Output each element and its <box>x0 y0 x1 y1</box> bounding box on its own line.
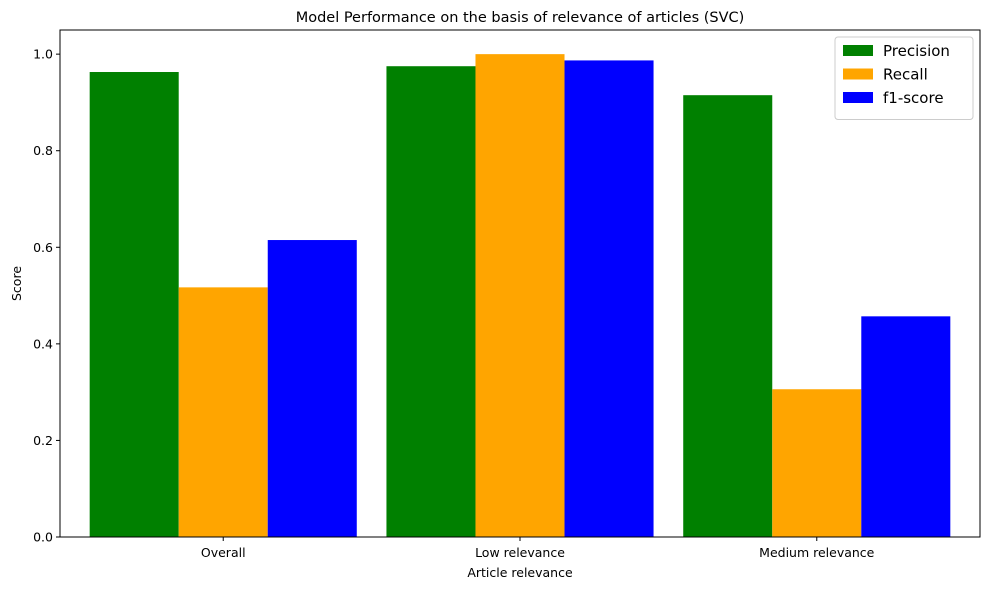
bar-f1-score-2 <box>861 316 951 537</box>
bar-recall-0 <box>178 287 268 537</box>
bar-recall-1 <box>475 54 565 538</box>
y-tick-label: 0.8 <box>33 143 53 158</box>
bar-f1-score-0 <box>267 240 357 538</box>
bar-recall-2 <box>772 389 862 537</box>
x-tick-label: Overall <box>201 545 246 560</box>
x-axis: Overall Low relevance Medium relevance <box>201 537 875 560</box>
x-axis-label: Article relevance <box>467 565 573 580</box>
legend-label: f1-score <box>883 89 944 107</box>
legend-swatch <box>843 92 873 103</box>
y-tick-label: 0.0 <box>33 530 53 545</box>
x-tick-label: Low relevance <box>475 545 565 560</box>
y-axis-label: Score <box>9 266 24 301</box>
legend-swatch <box>843 68 873 80</box>
legend-label: Precision <box>883 42 950 60</box>
legend: Precision Recall f1-score <box>834 36 974 120</box>
y-tick-label: 1.0 <box>33 47 53 62</box>
y-tick-label: 0.6 <box>33 240 53 255</box>
y-tick-label: 0.4 <box>33 336 53 351</box>
legend-label: Recall <box>883 66 928 84</box>
bar-f1-score-1 <box>564 60 654 538</box>
y-tick-label: 0.2 <box>33 433 53 448</box>
bar-precision-2 <box>683 95 773 537</box>
x-tick-label: Medium relevance <box>759 545 875 560</box>
legend-swatch <box>843 45 873 56</box>
bar-precision-1 <box>386 66 476 537</box>
chart-title: Model Performance on the basis of releva… <box>296 10 745 26</box>
bars-group <box>89 54 951 538</box>
bar-precision-0 <box>89 72 179 537</box>
y-axis: 0.0 0.2 0.4 0.6 0.8 1.0 <box>33 47 60 545</box>
